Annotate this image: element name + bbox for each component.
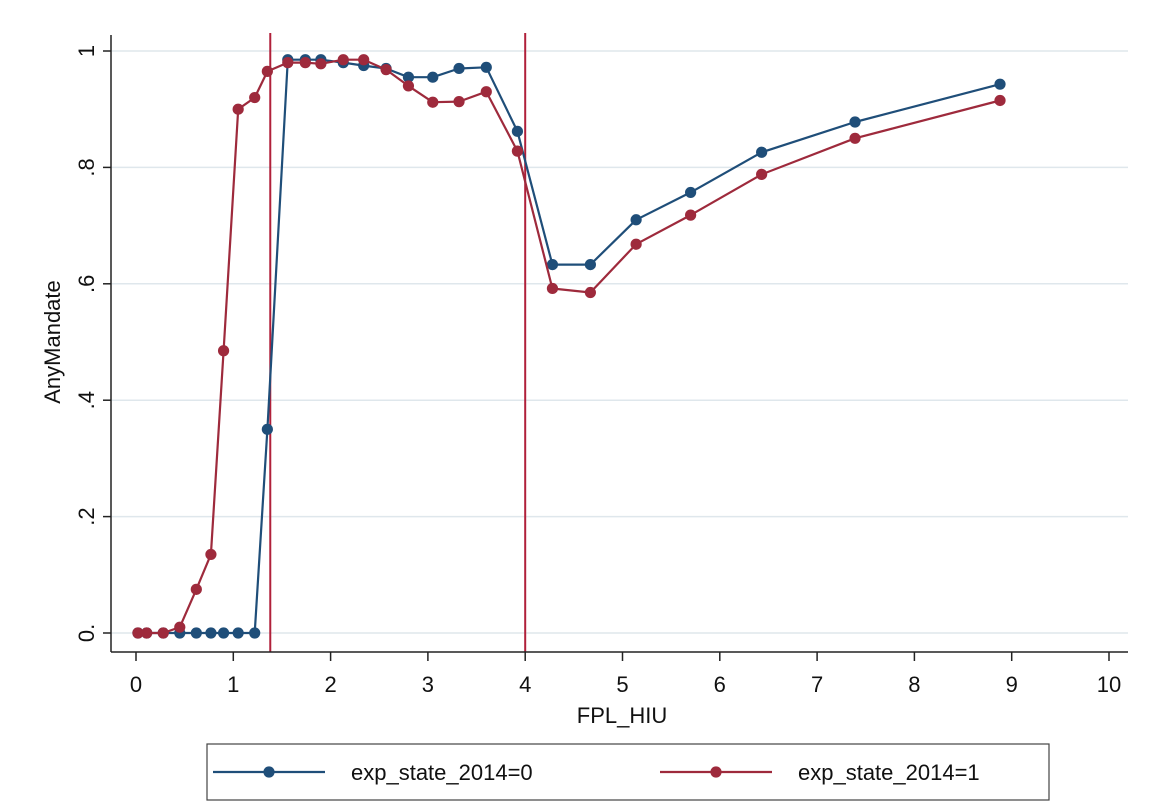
data-point [132,627,144,639]
data-point [249,627,261,639]
legend-item: exp_state_2014=1 [660,760,980,785]
data-point [427,96,439,108]
data-point [402,80,415,92]
legend-label: exp_state_2014=1 [798,760,980,785]
data-point [584,258,596,271]
x-tick-label: 6 [714,672,726,697]
data-point [453,62,465,75]
data-point [380,64,392,76]
data-point [994,78,1006,90]
legend-marker [263,766,275,778]
data-point [685,186,697,199]
data-point [756,168,768,180]
legend-label: exp_state_2014=0 [351,760,533,785]
data-point [232,627,244,639]
data-point [584,286,596,299]
data-point [994,94,1006,107]
x-tick-label: 8 [908,672,920,697]
data-point [299,57,311,69]
data-point [511,125,524,137]
data-point [217,345,230,357]
series-1 [132,54,1006,639]
data-point [261,423,273,435]
data-point [174,621,186,633]
x-axis-title: FPL_HIU [577,703,667,728]
data-point [756,146,768,158]
y-axis-title: AnyMandate [40,280,65,404]
x-tick-label: 3 [422,672,434,697]
data-point [630,214,642,226]
data-point [205,627,217,639]
x-tick-label: 2 [324,672,336,697]
reference-lines [269,33,527,652]
x-tick-label: 10 [1097,672,1121,697]
data-point [546,282,559,295]
data-point [190,627,202,639]
y-tick-label: .4 [74,391,99,409]
data-point [849,132,861,144]
data-point [282,57,294,69]
series-line [137,58,1001,635]
x-tick-label: 7 [811,672,823,697]
data-point [261,65,273,77]
series [132,54,1006,639]
data-point [205,548,217,561]
legend-marker [710,766,722,778]
data-point [630,238,642,250]
legend: exp_state_2014=0 exp_state_2014=1 [206,743,1050,801]
data-point [249,91,261,104]
data-point [849,116,861,128]
data-point [546,258,559,271]
data-point [453,96,465,108]
y-tick-label: .6 [74,275,99,293]
grid [111,50,1128,634]
data-point [190,583,202,595]
data-point [685,209,697,221]
x-tick-label: 9 [1006,672,1018,697]
data-point [480,86,492,98]
data-point [427,71,439,83]
y-tick-label: 1 [74,45,99,57]
x-tick-label: 5 [616,672,628,697]
x-tick-label: 4 [519,672,531,697]
x-tick-label: 0 [130,672,142,697]
y-tick-label: .8 [74,158,99,176]
data-point [157,627,169,639]
series-line [137,58,1001,635]
data-point [217,627,230,639]
data-point [480,61,492,73]
x-tick-label: 1 [227,672,239,697]
data-point [315,58,327,70]
y-tick-label: 0. [74,624,99,642]
data-point [511,145,524,157]
axes: FPL_HIU AnyMandate 0..2.4.6.810 1 2 3 4 5 6 7 8 9… [40,35,1128,728]
data-point [358,54,370,66]
data-point [232,103,244,115]
data-point [141,627,153,639]
data-point [337,54,349,66]
legend-item: exp_state_2014=0 [213,760,533,785]
data-point [402,71,415,83]
legend-box [206,743,1050,801]
y-tick-label: .2 [74,507,99,525]
